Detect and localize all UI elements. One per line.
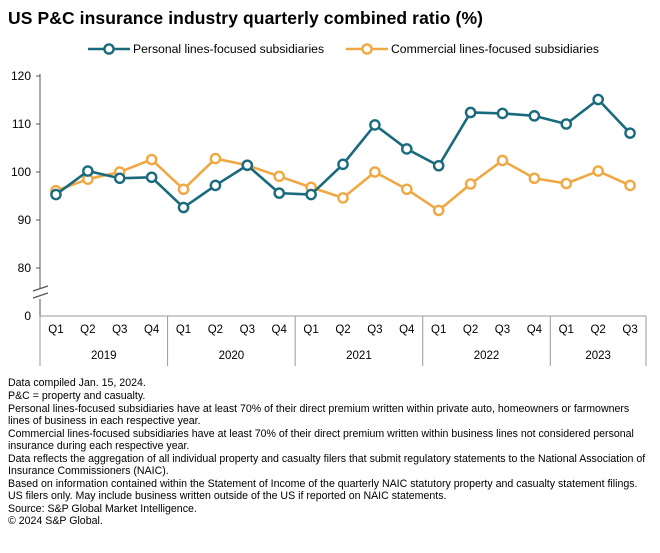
data-point [496,107,509,120]
year-label: 2020 [219,350,245,362]
x-tick-label: Q4 [527,324,543,336]
data-point [400,143,413,155]
year-label: 2022 [474,350,500,362]
data-point [145,171,158,184]
data-point [528,172,541,185]
note-copyright: © 2024 S&P Global. [8,515,103,528]
note-statement-source: Based on information contained within th… [8,477,638,502]
legend-marker [361,43,373,55]
data-point [177,201,190,214]
legend-marker [103,43,115,55]
data-point [432,204,445,217]
data-point [305,188,317,201]
line-chart: Personal lines-focused subsidiaries Comme… [11,42,647,366]
x-tick-label: Q2 [80,324,95,336]
y-tick-label: 110 [12,117,31,131]
note-personal-lines: Personal lines-focused subsidiaries have… [8,402,630,427]
year-label: 2019 [91,350,117,362]
data-point [624,179,636,192]
data-point [432,159,445,172]
chart-notes: Data compiled Jan. 15, 2024. P&C = prope… [8,377,648,528]
x-tick-label: Q4 [272,324,288,336]
x-tick-label: Q4 [399,324,415,336]
data-point [177,183,190,196]
data-point [113,172,126,185]
year-label: 2021 [346,350,372,362]
x-tick-label: Q2 [208,324,223,336]
data-point [369,119,381,131]
data-point [592,93,604,106]
x-tick-label: Q1 [559,324,574,336]
x-tick-label: Q1 [176,324,191,336]
data-point [241,159,254,172]
x-tick-label: Q3 [367,324,382,336]
x-tick-label: Q2 [335,324,350,336]
x-tick-label: Q2 [463,324,478,336]
data-point [369,166,381,178]
data-point [464,178,477,190]
x-tick-label: Q3 [240,324,255,336]
legend-label: Commercial lines-focused subsidiaries [391,42,599,56]
note-aggregation: Data reflects the aggregation of all ind… [8,452,646,477]
data-point [337,192,349,204]
data-point [50,188,62,201]
data-point [337,158,349,171]
data-point [624,127,636,139]
x-tick-label: Q3 [622,324,637,336]
note-pc-definition: P&C = property and casualty. [8,389,146,402]
data-point [273,170,286,183]
note-source: Source: S&P Global Market Intelligence. [8,502,197,515]
data-point [560,177,573,190]
x-tick-label: Q2 [590,324,605,336]
x-tick-label: Q1 [431,324,446,336]
data-point [145,153,158,166]
series-line [55,98,631,209]
y-tick-label: 80 [18,261,32,275]
y-tick-label: 120 [11,69,31,83]
note-date: Data compiled Jan. 15, 2024. [8,377,146,389]
x-tick-label: Q3 [495,324,510,336]
y-tick-label-zero: 0 [24,309,31,323]
data-point [273,187,286,199]
data-point [560,118,573,130]
note-commercial-lines: Commercial lines-focused subsidiaries ha… [8,427,634,452]
x-tick-label: Q3 [112,324,127,336]
year-label: 2023 [585,350,611,362]
axis-break-mark [32,285,49,299]
y-tick-label: 90 [18,213,32,227]
data-point [209,152,222,165]
chart-title: US P&C insurance industry quarterly comb… [8,8,484,28]
data-point [209,179,222,192]
legend-label: Personal lines-focused subsidiaries [133,42,324,56]
x-tick-label: Q1 [303,324,318,336]
x-tick-label: Q1 [48,324,63,336]
data-point [464,106,477,119]
data-point [592,165,604,177]
data-point [400,183,413,196]
x-tick-label: Q4 [144,324,160,336]
data-point [496,154,509,167]
data-point [82,165,94,177]
y-tick-label: 100 [11,165,31,179]
data-point [528,110,541,122]
